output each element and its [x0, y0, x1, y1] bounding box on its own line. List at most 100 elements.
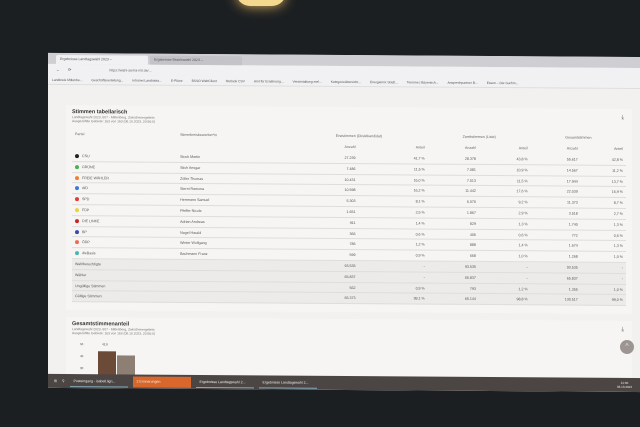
value-cell: 2,5 %	[358, 206, 428, 218]
candidate-cell: Herrmann Samuel	[177, 194, 291, 207]
value-cell: 668	[427, 250, 479, 262]
col-anzahl[interactable]: Anzahl	[344, 145, 356, 150]
value-cell: 65.837	[530, 272, 581, 284]
value-cell: 1,2 %	[478, 283, 531, 295]
value-cell: 599	[290, 249, 359, 261]
candidate-cell: Pfeffer Nicole	[177, 205, 291, 217]
value-cell: 7.513	[427, 174, 479, 186]
value-cell: 1.268	[530, 251, 581, 263]
value-cell: 0,9 %	[358, 282, 428, 294]
party-color-dot	[75, 153, 79, 158]
party-cell: BP	[72, 226, 178, 238]
bookmark-item[interactable]: Termine | Bayerisch...	[406, 79, 439, 85]
clock[interactable]: 21:00 08.10.2023	[617, 381, 632, 389]
value-cell: 1,0 %	[478, 250, 531, 262]
value-cell: 14.567	[530, 164, 581, 176]
party-name: DIE LINKE	[82, 218, 100, 224]
bookmark-item[interactable]: Ansprechpartner B...	[447, 80, 478, 85]
y-tick: 40	[80, 354, 84, 359]
value-cell: 406	[427, 228, 479, 240]
col-partei[interactable]: Partei	[75, 132, 85, 137]
party-cell: AfD	[72, 183, 178, 195]
value-cell: 793	[427, 282, 479, 294]
windows-start-icon[interactable]: ⊞	[54, 378, 57, 383]
value-cell: 562	[290, 281, 359, 294]
bookmark-item[interactable]: Amt für Ernährung...	[253, 78, 284, 84]
party-color-dot	[75, 197, 79, 202]
value-cell: 1,3 %	[478, 218, 531, 230]
party-color-dot	[75, 164, 79, 169]
value-cell: 16,0 %	[358, 174, 428, 186]
taskbar-outlook[interactable]: Posteingang - isabell.lign...	[69, 375, 128, 387]
value-cell: 2,7 %	[580, 208, 626, 220]
party-color-dot	[75, 251, 79, 256]
col-anteil[interactable]: Anteil	[614, 147, 623, 152]
download-icon[interactable]: ⤓	[621, 326, 624, 333]
party-name: GRÜNE	[82, 164, 95, 170]
bookmark-item[interactable]: Landkreis Miltenbe...	[52, 77, 83, 82]
party-color-dot	[75, 175, 79, 180]
value-cell: 772	[530, 229, 581, 241]
y-tick: 50	[80, 342, 84, 347]
url-field[interactable]: https://wahl-sw.lra-mil.de/...	[109, 67, 152, 73]
bookmark-item[interactable]: Energiemix Stadt...	[369, 79, 398, 84]
bookmark-item[interactable]: E-Pläne	[170, 78, 183, 83]
party-cell: dieBasis	[72, 247, 178, 260]
bookmark-item[interactable]: Kategorieübersicht...	[330, 79, 361, 84]
value-cell: 5.303	[290, 195, 359, 207]
search-icon[interactable]: ⚲	[61, 379, 65, 384]
value-cell: 366	[290, 227, 359, 240]
value-cell: 13,7 %	[580, 175, 626, 187]
value-cell: 22.039	[530, 186, 581, 198]
bookmark-item[interactable]: Geschäftsverteilung...	[91, 77, 124, 82]
reload-icon[interactable]: ⟳	[68, 67, 72, 73]
spacer	[72, 140, 177, 152]
scroll-top-button[interactable]: ^	[620, 339, 634, 355]
value-cell: 1,0 %	[580, 251, 626, 263]
party-name: FDP	[82, 208, 90, 213]
value-cell: 98,8 %	[478, 293, 531, 306]
value-cell: 2,9 %	[478, 207, 531, 219]
bookmark-item[interactable]: Intranet Landratsa...	[132, 78, 162, 83]
col-anzahl[interactable]: Anzahl	[566, 146, 578, 151]
taskbar-edge-2[interactable]: Ergebnisse Landtagswahl 2...	[258, 376, 317, 389]
value-cell: 7.081	[427, 163, 479, 176]
bookmark-item[interactable]: Essen – Die Suchm...	[486, 80, 519, 85]
value-cell: 93.535	[530, 261, 581, 273]
value-cell: 1,0 %	[580, 283, 626, 295]
value-cell: 41,7 %	[358, 152, 428, 164]
value-cell: 0,6 %	[478, 229, 531, 241]
projected-screen: Ergebnisse Landtagswahl 2023 – Ergebniss…	[48, 52, 640, 393]
bookmark-item[interactable]: BSSO WebClient	[191, 78, 217, 83]
value-cell: 11,5 %	[478, 175, 531, 187]
value-cell: 11.442	[427, 185, 479, 197]
value-cell: 27.239	[290, 152, 359, 164]
col-anteil[interactable]: Anteil	[518, 146, 528, 151]
col-kandidat[interactable]: Stimmkreisbewerber*in	[180, 133, 218, 138]
value-cell: 42,8 %	[580, 154, 626, 166]
bar-label: 42,8	[102, 342, 108, 347]
back-icon[interactable]: ←	[56, 66, 60, 73]
value-cell: 1.867	[427, 207, 479, 219]
value-cell: 9,2 %	[478, 196, 531, 208]
taskbar-edge-1[interactable]: Ergebnisse Landtagswahl 2...	[195, 376, 254, 388]
value-cell: 43,8 %	[478, 153, 531, 165]
candidate-cell: Adrian Andreas	[177, 216, 291, 228]
value-cell: 0,6 %	[580, 229, 626, 241]
value-cell: 786	[290, 238, 359, 250]
candidate-cell: Stock Martin	[177, 151, 291, 164]
col-anteil[interactable]: Anteil	[415, 145, 425, 150]
party-cell: CSU	[72, 150, 178, 163]
tab-landtagswahl[interactable]: Ergebnisse Landtagswahl 2023 –	[56, 54, 148, 65]
party-cell: FREIE WÄHLER	[72, 172, 178, 184]
bookmark-item[interactable]: Outlook CSV	[225, 78, 245, 83]
bookmark-item[interactable]: Veranstaltung mel...	[292, 79, 322, 84]
download-icon[interactable]: ⤓	[621, 114, 624, 121]
col-anzahl[interactable]: Anzahl	[464, 146, 476, 151]
candidate-cell: Sterni Ramona	[177, 183, 291, 196]
value-cell: 99,1 %	[358, 293, 428, 305]
tab-bezirkswahl[interactable]: Ergebnisse Bezirkswahl 2023 –	[150, 55, 242, 66]
taskbar-reminders[interactable]: 2 Erinnerungen	[132, 376, 191, 388]
candidate-cell: Bachmann Franz	[177, 248, 291, 261]
value-cell: -	[478, 261, 531, 273]
